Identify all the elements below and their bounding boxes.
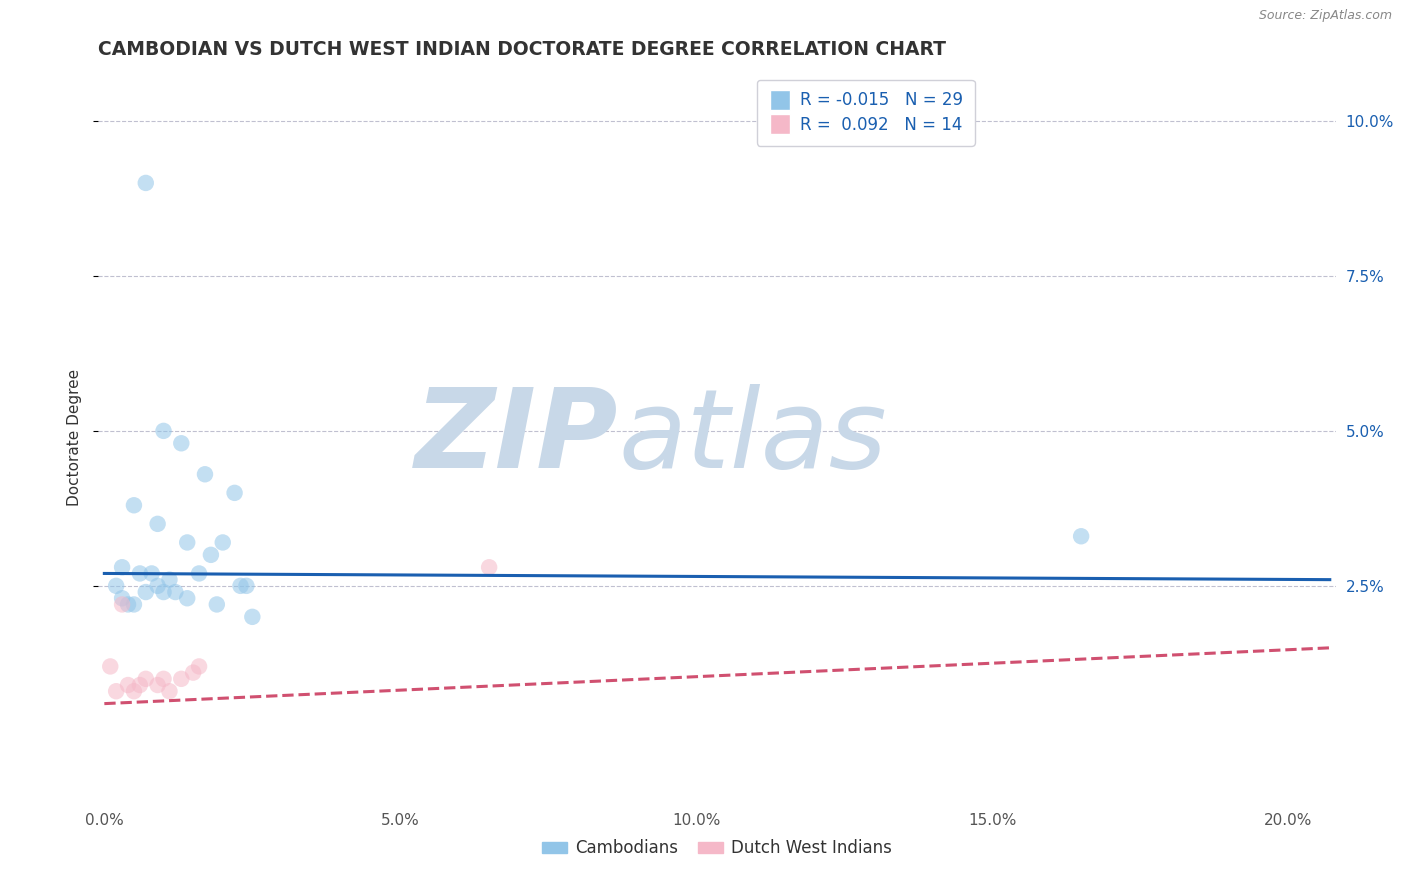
Point <box>111 598 134 612</box>
Point <box>122 598 145 612</box>
Point <box>159 573 181 587</box>
Point <box>170 672 193 686</box>
Point <box>146 516 169 531</box>
Point <box>235 579 257 593</box>
Point <box>152 424 174 438</box>
Text: CAMBODIAN VS DUTCH WEST INDIAN DOCTORATE DEGREE CORRELATION CHART: CAMBODIAN VS DUTCH WEST INDIAN DOCTORATE… <box>98 40 946 59</box>
Point <box>135 176 157 190</box>
Text: ZIP: ZIP <box>415 384 619 491</box>
Point <box>98 659 121 673</box>
Point <box>159 684 181 698</box>
Point <box>188 659 211 673</box>
Point <box>205 598 228 612</box>
Point <box>152 672 174 686</box>
Point <box>194 467 217 482</box>
Point <box>117 598 139 612</box>
Point <box>165 585 187 599</box>
Point <box>152 585 174 599</box>
Point <box>478 560 501 574</box>
Point <box>141 566 163 581</box>
Point <box>170 436 193 450</box>
Text: atlas: atlas <box>619 384 887 491</box>
Point <box>105 579 128 593</box>
Y-axis label: Doctorate Degree: Doctorate Degree <box>67 368 83 506</box>
Point <box>181 665 204 680</box>
Point <box>1070 529 1092 543</box>
Legend: Cambodians, Dutch West Indians: Cambodians, Dutch West Indians <box>536 832 898 864</box>
Text: Source: ZipAtlas.com: Source: ZipAtlas.com <box>1258 9 1392 22</box>
Point <box>117 678 139 692</box>
Point <box>176 591 198 606</box>
Point <box>122 498 145 512</box>
Point <box>188 566 211 581</box>
Point <box>146 678 169 692</box>
Point <box>128 678 150 692</box>
Point <box>200 548 222 562</box>
Point <box>135 672 157 686</box>
Point <box>135 585 157 599</box>
Point <box>111 560 134 574</box>
Point <box>211 535 233 549</box>
Point <box>128 566 150 581</box>
Point <box>111 591 134 606</box>
Point <box>105 684 128 698</box>
Point <box>122 684 145 698</box>
Point <box>176 535 198 549</box>
Point <box>229 579 252 593</box>
Point <box>240 610 263 624</box>
Point <box>146 579 169 593</box>
Point <box>224 486 246 500</box>
